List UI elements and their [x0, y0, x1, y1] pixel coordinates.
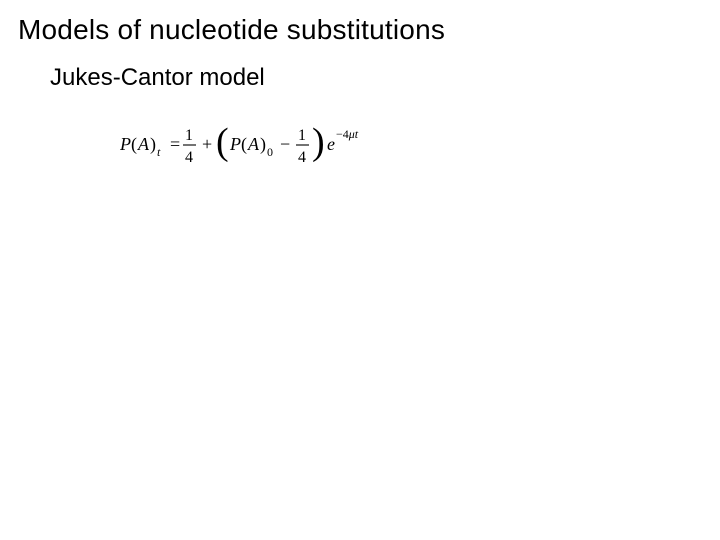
formula-sub-t: t [157, 145, 161, 159]
svg-text:−: − [280, 134, 290, 154]
svg-text:): ) [260, 134, 266, 155]
formula-exp-power: −4μt [336, 127, 359, 141]
slide: Models of nucleotide substitutions Jukes… [0, 0, 720, 540]
formula-svg: P ( A ) t = 1 4 + ( P ( A ) 0 [120, 118, 420, 174]
svg-text:+: + [202, 134, 212, 154]
svg-text:): ) [312, 121, 325, 163]
slide-title: Models of nucleotide substitutions [18, 14, 445, 46]
formula-frac1-den: 4 [185, 149, 193, 166]
svg-text:(: ( [131, 134, 137, 155]
svg-text:P: P [120, 134, 131, 154]
svg-text:(: ( [241, 134, 247, 155]
slide-subtitle: Jukes-Cantor model [50, 64, 265, 92]
svg-text:P: P [229, 134, 241, 154]
svg-text:(: ( [216, 121, 229, 163]
svg-text:=: = [170, 134, 180, 154]
formula-frac1-num: 1 [185, 127, 193, 144]
formula-frac2-den: 4 [298, 149, 306, 166]
formula-frac2-num: 1 [298, 127, 306, 144]
svg-text:A: A [247, 134, 260, 154]
formula-sub-0: 0 [267, 145, 273, 159]
formula-exp-base: e [327, 134, 335, 154]
formula-equation: P ( A ) t = 1 4 + ( P ( A ) 0 [120, 118, 420, 178]
svg-text:): ) [150, 134, 156, 155]
svg-text:A: A [137, 134, 150, 154]
